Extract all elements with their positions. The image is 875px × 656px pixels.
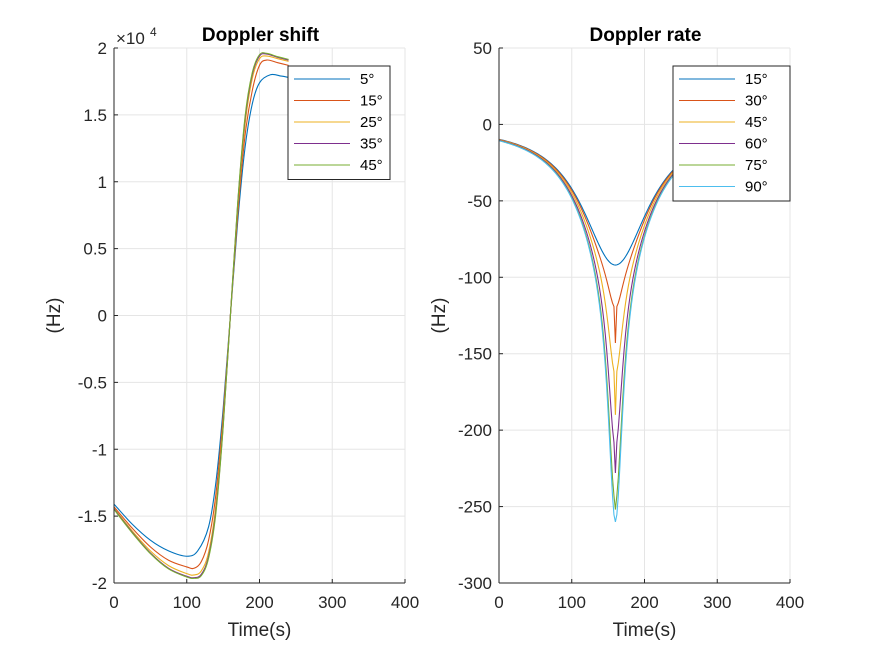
y-tick-label: 0	[483, 115, 492, 134]
y-tick-label: 1.5	[83, 106, 107, 125]
legend-label: 90°	[745, 179, 768, 196]
x-tick-label: 400	[391, 593, 419, 612]
legend-box	[672, 65, 791, 202]
legend-label: 25°	[360, 114, 383, 131]
chart-title: Doppler shift	[202, 25, 320, 46]
legend-label: 15°	[745, 71, 768, 88]
y-exponent-label: ×10	[116, 29, 145, 48]
x-axis-label: Time(s)	[613, 620, 677, 641]
y-tick-label: -150	[458, 345, 492, 364]
legend-label: 15°	[360, 93, 383, 110]
chart-panel-1: 0 100 200 300 400 -2 -1.5 -1 -0.5 0 0.5 1 1.5 2 ×10 4 Do…	[44, 25, 419, 641]
x-axis-label: Time(s)	[228, 620, 292, 641]
legend-label: 30°	[745, 93, 768, 110]
chart-title: Doppler rate	[590, 25, 702, 46]
x-tick-label: 100	[173, 593, 201, 612]
series-group	[498, 138, 675, 522]
y-axis-label: (Hz)	[429, 298, 450, 334]
y-exponent-power: 4	[150, 25, 157, 39]
y-tick-label: -50	[467, 192, 492, 211]
y-tick-label: -2	[92, 574, 107, 593]
series-line-2	[498, 138, 675, 344]
legend-label: 45°	[745, 114, 768, 131]
legend: 5° 15° 25° 35° 45°	[287, 65, 391, 180]
chart-panel-2: 0 100 200 300 400 -300 -250 -200 -150 -100 -50 0 50 D…	[429, 25, 804, 641]
legend-label: 45°	[360, 157, 383, 174]
y-tick-label: 2	[98, 39, 107, 58]
x-tick-label: 200	[245, 593, 273, 612]
series-line-3	[498, 139, 675, 415]
y-tick-label: -1	[92, 440, 107, 459]
x-tick-label: 300	[703, 593, 731, 612]
x-tick-label: 100	[558, 593, 586, 612]
legend-label: 75°	[745, 157, 768, 174]
y-tick-label: -0.5	[78, 373, 107, 392]
y-axis-label: (Hz)	[44, 298, 65, 334]
y-tick-label: -300	[458, 574, 492, 593]
series-group	[113, 52, 289, 579]
y-tick-label: -100	[458, 268, 492, 287]
x-tick-label: 200	[630, 593, 658, 612]
y-tick-label: -250	[458, 498, 492, 517]
x-tick-label: 300	[318, 593, 346, 612]
y-tick-label: 50	[473, 39, 492, 58]
x-tick-label: 400	[776, 593, 804, 612]
legend: 15° 30° 45° 60° 75° 90°	[672, 65, 791, 202]
y-tick-label: 0	[98, 307, 107, 326]
y-tick-label: 1	[98, 173, 107, 192]
legend-label: 60°	[745, 136, 768, 153]
y-tick-label: -1.5	[78, 507, 107, 526]
series-line-5	[113, 52, 289, 579]
x-tick-label: 0	[109, 593, 118, 612]
x-tick-label: 0	[494, 593, 503, 612]
y-tick-label: 0.5	[83, 240, 107, 259]
series-line-6	[498, 140, 675, 522]
series-line-2	[113, 59, 289, 570]
legend-box	[287, 65, 391, 180]
legend-label: 35°	[360, 136, 383, 153]
legend-label: 5°	[360, 71, 374, 88]
y-tick-label: -200	[458, 421, 492, 440]
